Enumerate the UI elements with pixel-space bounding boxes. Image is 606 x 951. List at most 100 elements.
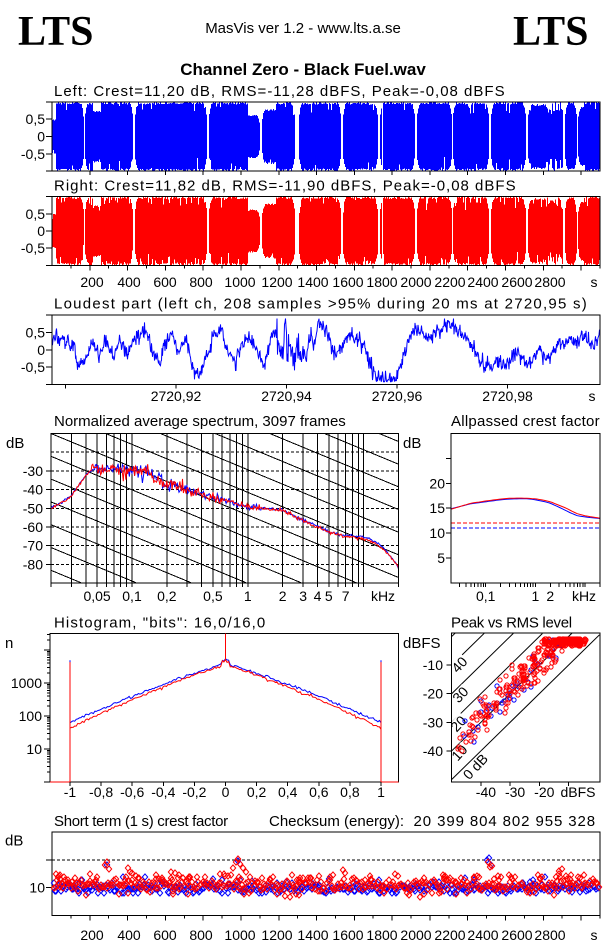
svg-text:Normalized average spectrum, 3: Normalized average spectrum, 3097 frames	[54, 413, 346, 430]
svg-text:0,2: 0,2	[157, 588, 177, 604]
svg-text:600: 600	[153, 927, 177, 943]
svg-text:-0,8: -0,8	[89, 784, 113, 800]
svg-text:2200: 2200	[434, 274, 465, 290]
svg-text:-20: -20	[534, 784, 554, 800]
svg-text:-70: -70	[23, 538, 43, 554]
svg-text:0,1: 0,1	[122, 588, 142, 604]
svg-text:-0,5: -0,5	[21, 359, 45, 375]
svg-text:0,5: 0,5	[26, 111, 46, 127]
svg-text:-40: -40	[476, 784, 496, 800]
svg-text:1400: 1400	[297, 274, 328, 290]
svg-text:0: 0	[222, 784, 230, 800]
svg-text:0: 0	[37, 129, 45, 145]
svg-text:Right: Crest=11,82 dB, RMS=-11: Right: Crest=11,82 dB, RMS=-11,90 dBFS, …	[54, 178, 517, 195]
svg-text:1000: 1000	[224, 927, 255, 943]
svg-text:5: 5	[325, 588, 333, 604]
svg-text:2: 2	[546, 588, 554, 604]
svg-text:10: 10	[429, 525, 445, 541]
svg-text:0,4: 0,4	[278, 784, 298, 800]
svg-text:-40: -40	[423, 743, 443, 759]
svg-text:1800: 1800	[366, 274, 397, 290]
svg-text:dBFS: dBFS	[403, 635, 441, 652]
svg-text:2400: 2400	[467, 927, 498, 943]
svg-text:800: 800	[189, 274, 213, 290]
svg-text:1: 1	[377, 784, 385, 800]
svg-text:dB: dB	[6, 435, 24, 452]
svg-text:10: 10	[29, 880, 45, 896]
svg-text:-30: -30	[23, 463, 43, 479]
svg-text:1800: 1800	[366, 927, 397, 943]
svg-text:-0,4: -0,4	[151, 784, 175, 800]
svg-text:0,8: 0,8	[340, 784, 360, 800]
svg-text:2400: 2400	[467, 274, 498, 290]
svg-text:Short term (1 s) crest factor: Short term (1 s) crest factor	[54, 813, 228, 830]
svg-text:1200: 1200	[261, 927, 292, 943]
svg-text:20: 20	[429, 475, 445, 491]
svg-text:200: 200	[80, 274, 104, 290]
svg-text:-80: -80	[23, 556, 43, 572]
svg-text:dB: dB	[5, 833, 23, 850]
svg-text:1200: 1200	[261, 274, 292, 290]
svg-text:7: 7	[342, 588, 350, 604]
svg-text:-40: -40	[23, 482, 43, 498]
svg-text:s: s	[589, 388, 596, 404]
svg-text:0: 0	[37, 342, 45, 358]
svg-text:n: n	[5, 635, 13, 652]
svg-text:1400: 1400	[297, 927, 328, 943]
svg-text:400: 400	[117, 274, 141, 290]
svg-text:20 399 804 802 955 328: 20 399 804 802 955 328	[414, 813, 596, 830]
svg-text:2000: 2000	[400, 274, 431, 290]
svg-text:-30: -30	[423, 714, 443, 730]
svg-text:LTS: LTS	[18, 9, 94, 55]
svg-text:1: 1	[532, 588, 540, 604]
svg-text:Left: Crest=11,20 dB, RMS=-11,: Left: Crest=11,20 dB, RMS=-11,28 dBFS, P…	[54, 83, 506, 100]
svg-text:10: 10	[26, 741, 42, 757]
svg-text:-0,6: -0,6	[120, 784, 144, 800]
svg-text:s: s	[591, 927, 598, 943]
svg-text:1600: 1600	[332, 927, 363, 943]
svg-text:2720,96: 2720,96	[372, 388, 423, 404]
svg-text:100: 100	[19, 708, 43, 724]
svg-text:0,5: 0,5	[26, 206, 46, 222]
svg-text:2200: 2200	[434, 927, 465, 943]
svg-text:1: 1	[244, 588, 252, 604]
svg-text:s: s	[591, 274, 598, 290]
svg-text:Channel Zero - Black Fuel.wav: Channel Zero - Black Fuel.wav	[180, 60, 426, 79]
svg-text:0,6: 0,6	[309, 784, 329, 800]
svg-text:0,05: 0,05	[83, 588, 110, 604]
svg-text:Checksum (energy):: Checksum (energy):	[269, 813, 404, 830]
svg-text:dBFS: dBFS	[560, 784, 595, 800]
svg-text:Histogram, "bits": 16,0/16,0: Histogram, "bits": 16,0/16,0	[54, 615, 266, 632]
svg-text:2600: 2600	[501, 927, 532, 943]
svg-text:-20: -20	[423, 686, 443, 702]
svg-text:-60: -60	[23, 519, 43, 535]
svg-text:2000: 2000	[400, 927, 431, 943]
svg-text:MasVis ver 1.2 - www.lts.a.se: MasVis ver 1.2 - www.lts.a.se	[205, 20, 401, 37]
svg-text:-1: -1	[64, 784, 77, 800]
svg-text:Loudest part (left ch, 208 sa: Loudest part (left ch, 208 samples >95% …	[54, 296, 588, 313]
svg-text:2: 2	[279, 588, 287, 604]
svg-text:Allpassed crest factor: Allpassed crest factor	[451, 413, 600, 430]
svg-text:15: 15	[429, 500, 445, 516]
svg-text:0: 0	[37, 223, 45, 239]
svg-text:800: 800	[189, 927, 213, 943]
svg-text:-30: -30	[505, 784, 525, 800]
svg-text:-0,5: -0,5	[21, 240, 45, 256]
svg-text:0,5: 0,5	[26, 324, 46, 340]
svg-text:kHz: kHz	[371, 588, 395, 604]
svg-text:1000: 1000	[224, 274, 255, 290]
svg-text:400: 400	[117, 927, 141, 943]
svg-text:0,1: 0,1	[476, 588, 496, 604]
svg-text:2720,98: 2720,98	[482, 388, 533, 404]
svg-text:600: 600	[153, 274, 177, 290]
svg-text:200: 200	[80, 927, 104, 943]
svg-text:Peak vs RMS level: Peak vs RMS level	[451, 615, 572, 632]
svg-text:LTS: LTS	[513, 9, 589, 55]
svg-text:2800: 2800	[534, 274, 565, 290]
svg-text:4: 4	[314, 588, 322, 604]
svg-text:-0,5: -0,5	[21, 146, 45, 162]
svg-text:1600: 1600	[332, 274, 363, 290]
svg-text:-10: -10	[423, 657, 443, 673]
svg-text:-50: -50	[23, 500, 43, 516]
svg-text:2720,94: 2720,94	[261, 388, 312, 404]
